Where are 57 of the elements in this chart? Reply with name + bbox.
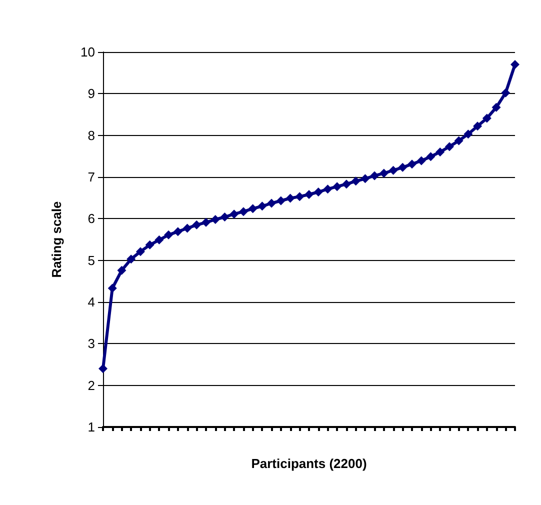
point <box>192 220 202 230</box>
point <box>473 122 482 131</box>
point <box>230 210 239 219</box>
point <box>220 212 230 222</box>
point <box>314 188 323 196</box>
point <box>108 284 117 293</box>
point <box>323 184 332 194</box>
point <box>136 247 145 256</box>
y-axis-title: Rating scale <box>49 201 64 278</box>
point <box>444 142 454 152</box>
point <box>276 196 286 206</box>
point <box>117 266 126 275</box>
point <box>304 190 314 199</box>
y-tick-label: 2 <box>88 378 95 393</box>
point <box>379 168 388 178</box>
point <box>501 88 510 98</box>
x-axis-title: Participants (2200) <box>251 456 367 471</box>
point <box>267 198 276 208</box>
point <box>370 171 380 180</box>
point <box>258 202 267 211</box>
point <box>492 102 501 112</box>
y-tick-label: 9 <box>88 86 95 102</box>
point <box>173 227 182 236</box>
point <box>342 180 351 189</box>
y-tick-label: 3 <box>88 336 95 352</box>
point <box>436 148 445 156</box>
point <box>510 60 520 69</box>
point <box>398 162 408 172</box>
y-tick-label: 8 <box>88 128 95 143</box>
point <box>295 192 304 202</box>
point <box>482 114 492 123</box>
point <box>164 230 174 240</box>
point <box>332 182 342 192</box>
point <box>360 174 370 184</box>
point <box>416 156 426 166</box>
y-tick-label: 5 <box>88 252 95 268</box>
y-tick-label: 10 <box>80 44 95 60</box>
point <box>126 254 136 264</box>
point <box>202 218 210 227</box>
point <box>286 194 295 203</box>
y-tick-label: 1 <box>88 420 95 434</box>
y-tick-label: 6 <box>88 211 95 226</box>
point <box>426 152 436 162</box>
point <box>408 160 416 169</box>
point <box>388 166 398 175</box>
point <box>351 176 360 186</box>
point <box>154 235 164 244</box>
point <box>210 215 220 224</box>
point <box>98 364 108 374</box>
point <box>182 224 192 233</box>
y-tick-label: 7 <box>88 170 95 184</box>
point <box>464 130 473 139</box>
point <box>238 207 248 216</box>
y-tick-label: 4 <box>88 294 95 310</box>
point <box>248 204 258 214</box>
point <box>145 240 154 250</box>
point <box>454 136 464 146</box>
